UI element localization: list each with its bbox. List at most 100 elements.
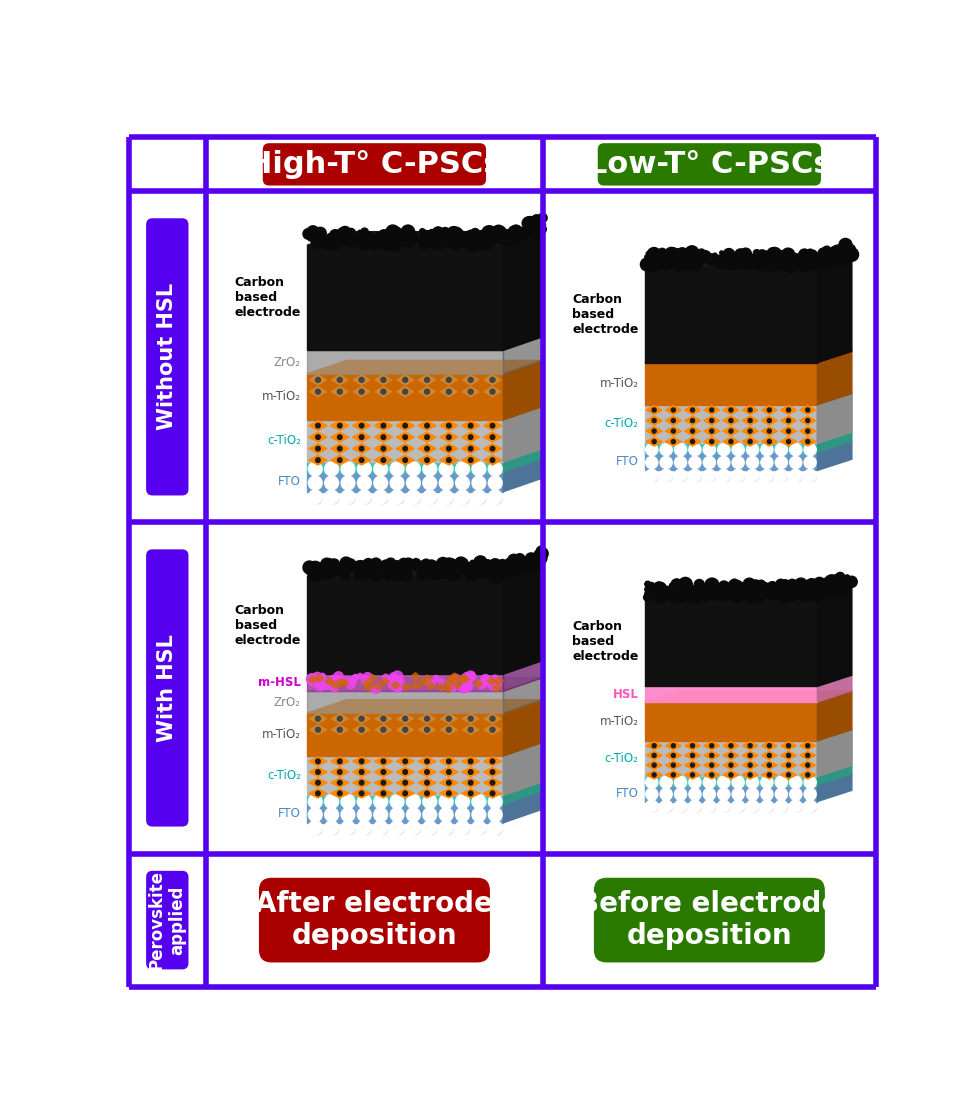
Circle shape — [710, 408, 713, 412]
Circle shape — [673, 592, 684, 603]
Polygon shape — [645, 587, 852, 598]
Circle shape — [374, 232, 387, 245]
Circle shape — [720, 472, 730, 482]
Circle shape — [443, 480, 453, 490]
Circle shape — [459, 493, 469, 504]
Circle shape — [848, 246, 856, 254]
Polygon shape — [307, 406, 543, 420]
Circle shape — [833, 574, 843, 584]
Circle shape — [828, 253, 834, 259]
Circle shape — [472, 490, 486, 504]
Circle shape — [762, 259, 773, 272]
Circle shape — [730, 263, 736, 269]
Circle shape — [775, 444, 787, 455]
Polygon shape — [307, 805, 504, 823]
Circle shape — [810, 256, 820, 267]
Circle shape — [834, 255, 837, 258]
Circle shape — [719, 250, 723, 255]
Circle shape — [472, 808, 486, 821]
Polygon shape — [645, 766, 852, 777]
Circle shape — [326, 680, 334, 687]
Circle shape — [448, 570, 453, 573]
Circle shape — [755, 262, 762, 269]
Circle shape — [706, 579, 718, 591]
Circle shape — [465, 230, 477, 243]
Circle shape — [326, 235, 334, 243]
Circle shape — [328, 234, 342, 247]
Circle shape — [767, 772, 771, 777]
Circle shape — [843, 250, 852, 259]
Polygon shape — [436, 683, 446, 691]
Circle shape — [524, 217, 536, 228]
Circle shape — [527, 220, 537, 229]
Circle shape — [331, 233, 343, 244]
Circle shape — [509, 226, 519, 237]
Text: m-TiO₂: m-TiO₂ — [600, 377, 638, 391]
Circle shape — [532, 230, 537, 236]
Circle shape — [845, 248, 858, 262]
Circle shape — [778, 804, 787, 812]
Circle shape — [394, 480, 404, 490]
Circle shape — [795, 258, 807, 270]
Circle shape — [532, 559, 536, 562]
Circle shape — [774, 258, 785, 269]
Circle shape — [816, 587, 823, 593]
Circle shape — [845, 248, 854, 257]
Circle shape — [729, 591, 740, 602]
Circle shape — [704, 800, 715, 812]
Circle shape — [428, 237, 432, 240]
Circle shape — [447, 435, 451, 440]
Circle shape — [795, 591, 799, 594]
Circle shape — [401, 570, 413, 581]
Circle shape — [697, 587, 710, 599]
Circle shape — [823, 591, 828, 597]
Circle shape — [505, 236, 512, 243]
Circle shape — [838, 587, 842, 590]
Circle shape — [476, 230, 490, 244]
Circle shape — [537, 225, 543, 232]
Polygon shape — [484, 375, 501, 385]
Circle shape — [822, 578, 833, 588]
Circle shape — [358, 808, 371, 821]
Polygon shape — [374, 421, 393, 431]
Circle shape — [799, 249, 810, 260]
Circle shape — [811, 260, 816, 266]
Circle shape — [403, 780, 408, 785]
Circle shape — [385, 237, 398, 249]
Polygon shape — [353, 455, 370, 465]
Text: High-T° C-PSCs: High-T° C-PSCs — [247, 150, 502, 179]
Circle shape — [849, 577, 855, 582]
Circle shape — [715, 264, 719, 268]
Circle shape — [492, 480, 502, 490]
Circle shape — [479, 561, 490, 571]
Circle shape — [481, 674, 490, 683]
Circle shape — [833, 582, 842, 591]
Polygon shape — [307, 449, 543, 462]
Polygon shape — [418, 725, 435, 735]
Circle shape — [650, 254, 661, 264]
Circle shape — [671, 743, 675, 748]
Circle shape — [800, 265, 804, 268]
Circle shape — [418, 572, 422, 577]
Circle shape — [374, 560, 380, 567]
Circle shape — [846, 579, 853, 587]
Circle shape — [402, 558, 415, 570]
Circle shape — [307, 572, 311, 575]
Circle shape — [844, 246, 852, 254]
Polygon shape — [309, 757, 327, 766]
Circle shape — [646, 800, 658, 812]
Circle shape — [456, 490, 469, 504]
Polygon shape — [645, 441, 852, 452]
Circle shape — [509, 564, 514, 569]
Circle shape — [313, 230, 319, 237]
Circle shape — [841, 578, 850, 587]
Circle shape — [691, 429, 695, 433]
Circle shape — [727, 257, 736, 265]
Circle shape — [750, 446, 759, 455]
Circle shape — [361, 493, 371, 504]
Circle shape — [512, 562, 520, 570]
Circle shape — [766, 592, 773, 599]
Circle shape — [501, 565, 510, 575]
Circle shape — [354, 568, 358, 571]
Circle shape — [742, 263, 747, 267]
